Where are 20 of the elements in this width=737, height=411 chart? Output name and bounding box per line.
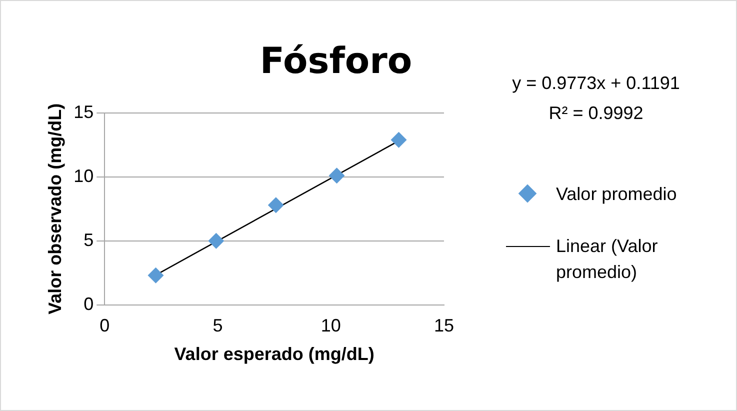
point [208,232,224,249]
legend-label: Valor promedio [556,183,678,206]
point [148,267,164,284]
text: y = 0.9773x + 0.1191 [511,73,681,94]
point [390,132,407,148]
chart-title: Fósforo [258,41,414,82]
x-tick-label: 10 [320,316,341,336]
x-axis-title: Valor esperado (mg/dL) [174,344,374,364]
y-tick-label: 5 [84,230,94,250]
y-tick-label: 10 [74,166,94,186]
x-tick-label: 0 [100,316,110,336]
point [268,197,284,214]
point [328,168,345,184]
x-tick-label: 15 [434,316,454,336]
legend-label: Linear (Valor promedio) [556,235,659,284]
x-tick-label: 5 [212,316,223,336]
y-axis-title: Valor observado (mg/dL) [44,103,65,314]
y-tick-label: 15 [74,102,94,122]
y-tick-label: 0 [84,294,94,314]
text: R² = 0.9992 [548,103,644,124]
